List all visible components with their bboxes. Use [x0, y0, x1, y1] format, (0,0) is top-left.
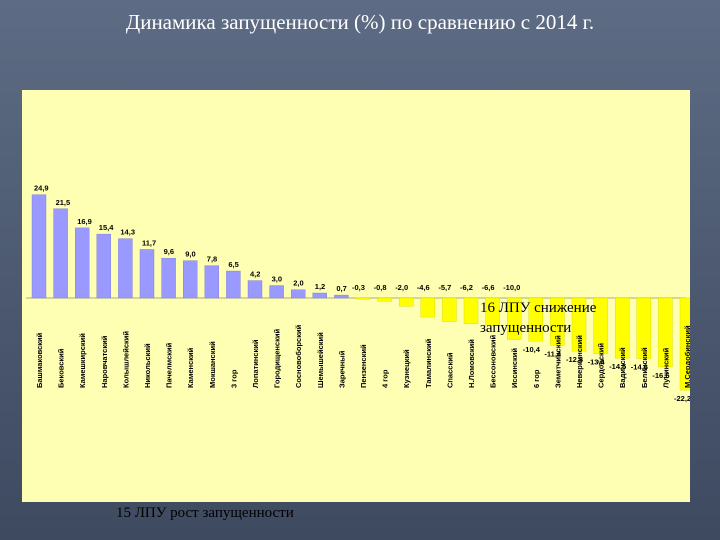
bar-12 [291, 289, 306, 299]
category-label-5: Никольский [143, 343, 152, 388]
slide-title: Динамика запущенности (%) по сравнению с… [125, 10, 595, 34]
bar-7 [182, 260, 198, 299]
category-label-14: Заречный [337, 350, 346, 388]
bar-20 [463, 297, 479, 324]
bar-8 [204, 265, 220, 299]
category-label-2: Камешкирский [78, 333, 87, 388]
chart-panel: 24,9 Башмаковский 21,5 Бековский 16,9 Камешки… [22, 90, 690, 521]
category-label-26: Сердобский [597, 343, 606, 388]
value-label-17: -2,0 [395, 283, 408, 292]
category-label-19: Спасский [445, 352, 454, 388]
bar-24 [550, 297, 565, 346]
bar-28 [636, 297, 651, 359]
value-label-3: 15,4 [99, 223, 114, 232]
value-label-10: 4,2 [250, 270, 260, 279]
bar-chart: 24,9 Башмаковский 21,5 Бековский 16,9 Камешки… [26, 184, 690, 403]
bar-15 [355, 297, 371, 300]
category-label-8: Мокшанский [208, 341, 217, 388]
value-label-18: -4,6 [417, 283, 430, 292]
category-label-18: Тамалинский [424, 338, 433, 388]
category-label-28: Белинский [640, 347, 649, 388]
bar-18 [420, 297, 435, 318]
bar-0 [31, 194, 47, 299]
bar-17 [399, 297, 414, 307]
bar-16 [377, 297, 392, 302]
value-label-4: 14,3 [120, 228, 135, 237]
annotation-increase: 15 ЛПУ рост запущенности [116, 505, 294, 521]
value-label-26: -13,4 [588, 358, 606, 367]
category-label-27: Вадинский [618, 347, 627, 388]
bar-6 [161, 257, 176, 299]
bar-29 [658, 297, 673, 368]
value-label-23: -10,4 [523, 345, 541, 354]
value-label-0: 24,9 [34, 184, 49, 193]
value-label-2: 16,9 [77, 217, 92, 226]
value-label-6: 9,6 [164, 247, 174, 256]
annotation-decrease: 16 ЛПУ снижение запущенности [480, 300, 597, 336]
value-label-14: 0,7 [336, 284, 346, 293]
bar-3 [96, 233, 112, 299]
value-label-5: 11,7 [142, 238, 156, 247]
value-label-11: 3,0 [272, 275, 282, 284]
value-label-7: 9,0 [185, 250, 195, 259]
value-label-28: -14,6 [631, 363, 648, 372]
category-label-4: Колышлейский [121, 331, 130, 388]
category-label-13: Шемышейский [316, 332, 325, 388]
category-label-30: М.Сердобинский [683, 325, 690, 388]
value-label-21: -6,6 [482, 283, 495, 292]
category-label-12: Сосновоборский [294, 324, 303, 388]
category-label-21: Бессоновский [489, 335, 498, 388]
category-label-11: Городищенский [273, 329, 282, 388]
bar-25 [571, 297, 587, 352]
category-label-10: Лопатинский [251, 339, 260, 388]
bar-5 [139, 249, 155, 299]
category-label-7: Каменский [186, 347, 195, 388]
value-label-20: -6,2 [460, 283, 473, 292]
category-label-3: Наровчатский [100, 335, 109, 388]
bar-13 [312, 292, 327, 299]
category-label-23: 6 гор [532, 369, 541, 388]
value-label-24: -11,4 [544, 349, 562, 358]
bar-19 [442, 297, 457, 322]
value-label-30: -22,2 [674, 394, 690, 403]
value-label-8: 7,8 [207, 255, 217, 264]
bar-27 [615, 297, 630, 359]
bar-1 [53, 208, 68, 299]
value-label-27: -14,5 [609, 362, 626, 371]
value-label-12: 2,0 [293, 279, 303, 288]
bar-26 [593, 297, 608, 354]
bar-2 [75, 227, 90, 299]
bar-22 [507, 297, 522, 340]
value-label-22: -10,0 [503, 283, 520, 292]
value-label-13: 1,2 [315, 282, 325, 291]
category-label-1: Бековский [57, 348, 66, 388]
category-label-25: Неверкинский [575, 335, 584, 388]
bar-4 [118, 238, 133, 299]
bar-11 [269, 285, 284, 299]
bar-10 [247, 280, 263, 299]
bar-9 [226, 270, 241, 299]
bar-23 [528, 297, 543, 342]
category-label-22: Иссинский [510, 348, 519, 388]
category-label-20: Н.Ломовский [467, 339, 476, 388]
category-label-0: Башмаковский [35, 332, 44, 388]
value-label-15: -0,3 [352, 283, 365, 292]
value-label-16: -0,8 [374, 283, 387, 292]
category-label-29: Лунинский [661, 347, 670, 388]
value-label-25: -12,8 [566, 355, 583, 364]
category-label-16: 4 гор [381, 369, 390, 388]
bar-21 [485, 297, 500, 326]
category-label-6: Пачелмский [165, 342, 174, 388]
category-label-15: Пензенский [359, 344, 368, 388]
value-label-1: 21,5 [56, 198, 71, 207]
value-label-19: -5,7 [438, 283, 451, 292]
bar-30 [679, 297, 690, 391]
category-label-24: Земетчинский [553, 335, 562, 388]
value-label-29: -16,6 [652, 371, 669, 380]
category-label-9: 3 гор [229, 369, 238, 388]
category-label-17: Кузнецкий [402, 349, 411, 388]
bar-14 [334, 294, 349, 299]
value-label-9: 6,5 [228, 260, 238, 269]
